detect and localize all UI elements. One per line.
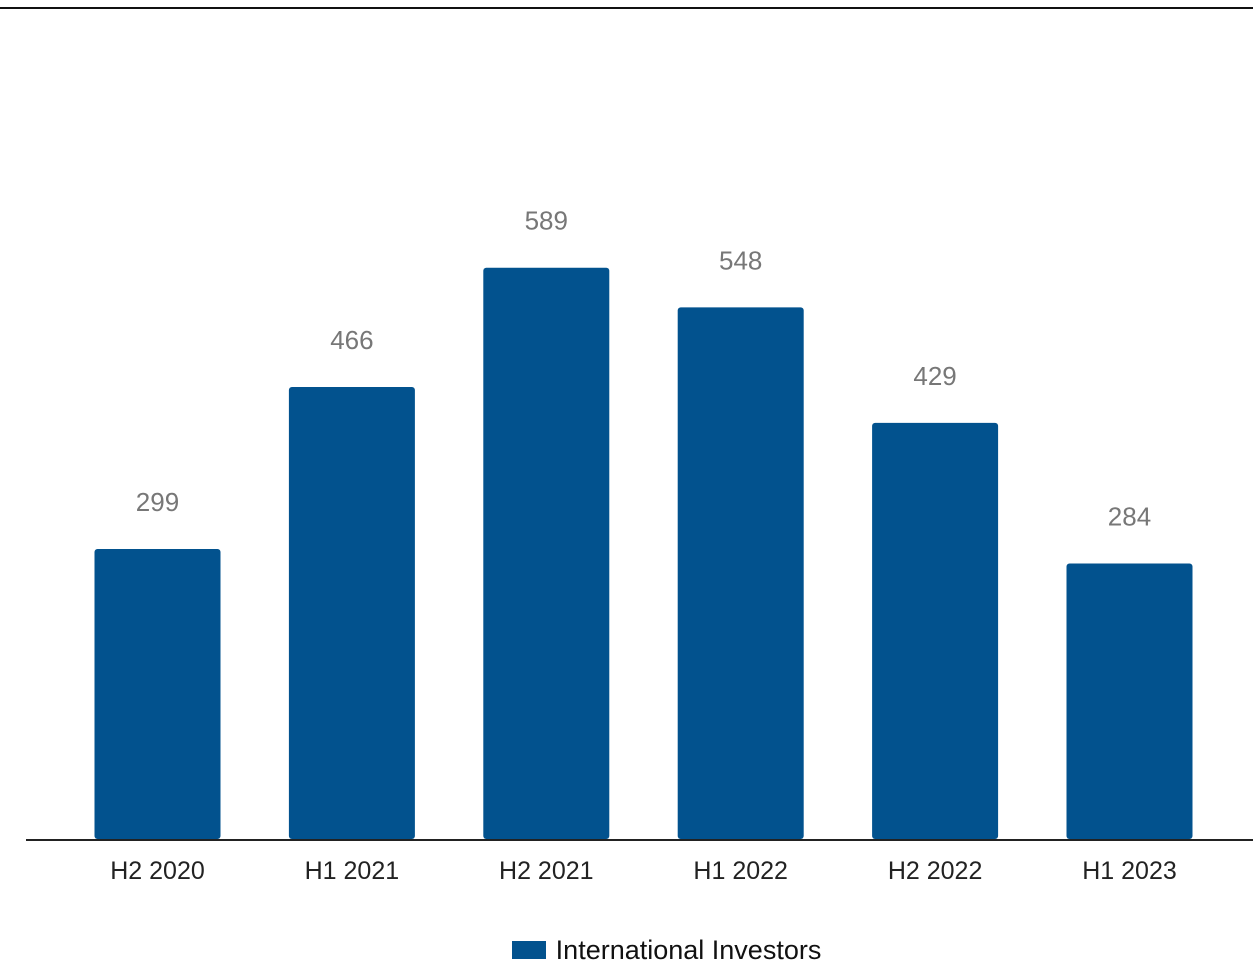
bar-h1-2021 bbox=[288, 387, 415, 839]
bar-h2-2022 bbox=[872, 422, 999, 839]
bar-h1-2022 bbox=[677, 307, 804, 839]
x-tick-label: H2 2022 bbox=[888, 857, 983, 885]
bar-h2-2020 bbox=[94, 549, 221, 839]
data-label: 548 bbox=[719, 245, 762, 275]
legend-swatch bbox=[511, 941, 546, 959]
x-tick-label: H1 2023 bbox=[1082, 857, 1177, 885]
bars-layer bbox=[94, 267, 1193, 839]
legend-label: International Investors bbox=[555, 934, 822, 965]
x-tick-label: H1 2022 bbox=[693, 857, 788, 885]
x-axis-tick-labels: H2 2020 H1 2021 H2 2021 H1 2022 H2 2022 H1 20… bbox=[110, 857, 1177, 885]
data-label: 589 bbox=[525, 206, 568, 236]
data-label: 284 bbox=[1108, 502, 1151, 532]
bar-h2-2021 bbox=[483, 267, 610, 839]
bar-h1-2023 bbox=[1066, 563, 1193, 839]
x-tick-label: H2 2021 bbox=[499, 857, 594, 885]
data-label: 299 bbox=[136, 487, 179, 517]
x-tick-label: H2 2020 bbox=[110, 857, 205, 885]
x-tick-label: H1 2021 bbox=[305, 857, 400, 885]
legend: International Investors bbox=[0, 934, 1253, 966]
legend-item-international-investors: International Investors bbox=[511, 934, 822, 966]
data-label: 466 bbox=[330, 325, 373, 355]
data-label: 429 bbox=[913, 361, 956, 391]
data-labels-layer: 299 466 589 548 429 284 bbox=[134, 204, 1152, 533]
